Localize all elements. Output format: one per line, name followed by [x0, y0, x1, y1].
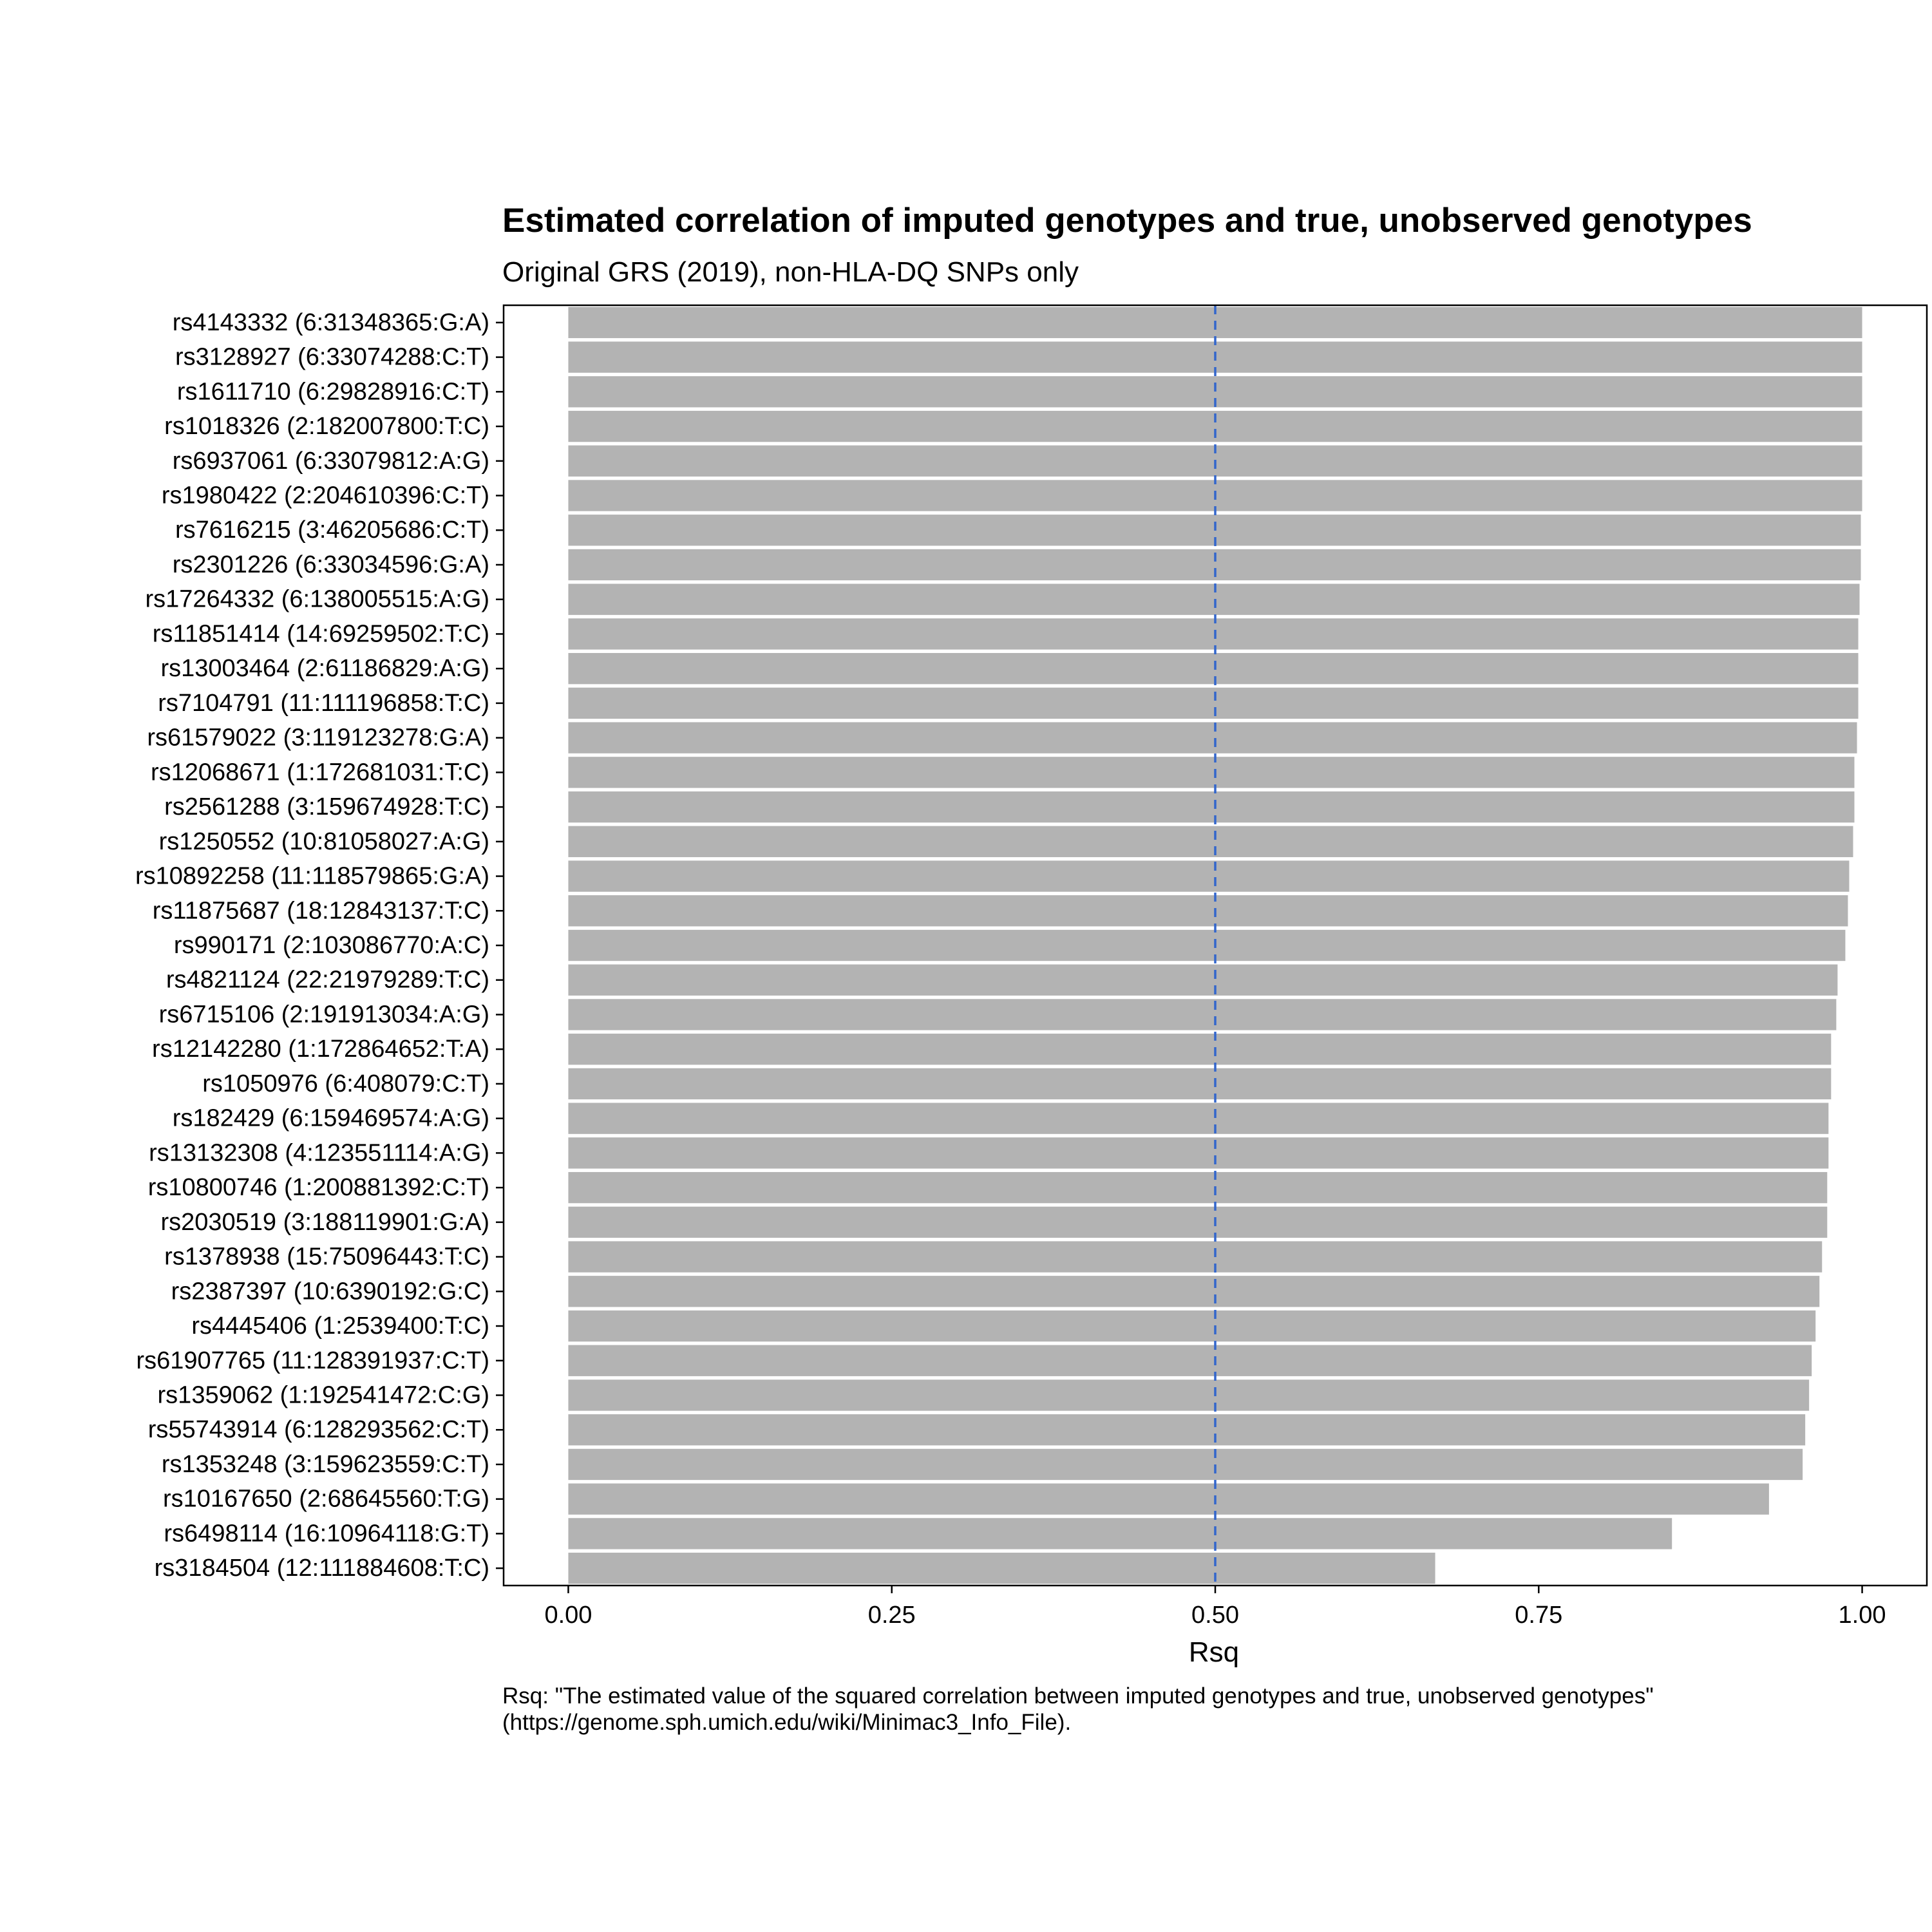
- y-tick-label: rs12142280 (1:172864652:T:A): [152, 1036, 489, 1063]
- bar: [568, 583, 1860, 615]
- bar: [568, 1345, 1812, 1376]
- y-tick-label: rs2030519 (3:188119901:G:A): [160, 1209, 489, 1236]
- y-tick-label: rs17264332 (6:138005515:A:G): [145, 586, 489, 613]
- y-tick-label: rs1611710 (6:29828916:C:T): [177, 378, 489, 405]
- y-tick-label: rs182429 (6:159469574:A:G): [173, 1105, 489, 1132]
- x-axis: 0.00 0.25 0.50 0.75 1.00: [544, 1586, 1886, 1629]
- bar: [568, 652, 1859, 685]
- y-tick-label: rs2301226 (6:33034596:G:A): [173, 551, 489, 578]
- y-tick-label: rs1378938 (15:75096443:T:C): [164, 1244, 489, 1271]
- x-axis-label: Rsq: [1189, 1636, 1239, 1668]
- bar: [568, 722, 1857, 753]
- y-tick-label: rs10892258 (11:118579865:G:A): [135, 863, 489, 890]
- x-tick-label: 1.00: [1839, 1602, 1886, 1629]
- y-tick-label: rs4143332 (6:31348365:G:A): [173, 309, 489, 336]
- caption-line-1: Rsq: "The estimated value of the squared…: [502, 1683, 1654, 1709]
- y-tick-label: rs11851414 (14:69259502:T:C): [153, 620, 489, 647]
- y-tick-label: rs61579022 (3:119123278:G:A): [147, 724, 489, 752]
- bar: [568, 999, 1837, 1030]
- x-tick-label: 0.25: [868, 1602, 916, 1629]
- bar: [568, 1414, 1806, 1446]
- y-tick-label: rs6715106 (2:191913034:A:G): [159, 1001, 489, 1028]
- y-axis: rs4143332 (6:31348365:G:A) rs3128927 (6:3…: [135, 309, 504, 1582]
- y-tick-label: rs3128927 (6:33074288:C:T): [175, 344, 489, 371]
- y-tick-label: rs1250552 (10:81058027:A:G): [159, 828, 489, 855]
- y-tick-label: rs4821124 (22:21979289:T:C): [166, 967, 489, 994]
- bar: [568, 1068, 1832, 1100]
- bar: [568, 1206, 1828, 1238]
- bar: [568, 1103, 1829, 1134]
- bar: [568, 791, 1855, 823]
- bar: [568, 618, 1859, 650]
- bar: [568, 1448, 1803, 1481]
- chart-subtitle: Original GRS (2019), non-HLA-DQ SNPs onl…: [502, 256, 1079, 288]
- bar: [568, 1171, 1828, 1204]
- bar: [568, 895, 1848, 927]
- y-tick-label: rs13132308 (4:123551114:A:G): [149, 1139, 489, 1166]
- y-tick-label: rs4445406 (1:2539400:T:C): [191, 1312, 489, 1340]
- y-tick-label: rs1018326 (2:182007800:T:C): [164, 413, 489, 440]
- bar: [568, 826, 1853, 857]
- y-tick-label: rs61907765 (11:128391937:C:T): [136, 1347, 489, 1374]
- y-tick-label: rs55743914 (6:128293562:C:T): [148, 1416, 489, 1443]
- y-tick-label: rs7616215 (3:46205686:C:T): [175, 516, 489, 544]
- y-tick-label: rs6498114 (16:10964118:G:T): [164, 1520, 489, 1547]
- y-tick-label: rs990171 (2:103086770:A:C): [174, 932, 489, 959]
- x-tick-label: 0.75: [1515, 1602, 1562, 1629]
- y-tick-label: rs7104791 (11:111196858:T:C): [158, 690, 489, 717]
- x-tick-label: 0.00: [544, 1602, 592, 1629]
- bar: [568, 1276, 1820, 1307]
- y-tick-label: rs6937061 (6:33079812:A:G): [173, 448, 489, 475]
- bar: [568, 1310, 1816, 1342]
- y-tick-label: rs2387397 (10:6390192:G:C): [171, 1278, 489, 1305]
- bar: [568, 687, 1859, 719]
- caption-line-2: (https://genome.sph.umich.edu/wiki/Minim…: [502, 1710, 1071, 1735]
- bar: [568, 1137, 1829, 1169]
- y-tick-label: rs1980422 (2:204610396:C:T): [162, 482, 489, 509]
- bar: [568, 1241, 1823, 1273]
- bar: [568, 1483, 1769, 1515]
- bar: [568, 860, 1850, 892]
- y-tick-label: rs13003464 (2:61186829:A:G): [160, 655, 489, 682]
- bar: [568, 964, 1838, 996]
- y-tick-label: rs1359062 (1:192541472:C:G): [158, 1381, 489, 1408]
- y-tick-label: rs12068671 (1:172681031:T:C): [151, 759, 489, 786]
- y-tick-label: rs11875687 (18:12843137:T:C): [153, 897, 489, 924]
- y-tick-label: rs2561288 (3:159674928:T:C): [164, 793, 489, 820]
- bar: [568, 1552, 1435, 1584]
- bar: [568, 1034, 1832, 1065]
- chart-title: Estimated correlation of imputed genotyp…: [502, 202, 1752, 240]
- bar: [568, 1379, 1810, 1411]
- bar: [568, 929, 1846, 961]
- y-tick-label: rs10167650 (2:68645560:T:G): [163, 1486, 489, 1513]
- bar: [568, 757, 1855, 788]
- bar: [568, 1518, 1672, 1549]
- y-tick-label: rs10800746 (1:200881392:C:T): [148, 1174, 489, 1201]
- y-tick-label: rs1353248 (3:159623559:C:T): [162, 1451, 489, 1478]
- y-tick-label: rs3184504 (12:111884608:T:C): [155, 1555, 489, 1582]
- y-tick-label: rs1050976 (6:408079:C:T): [202, 1070, 489, 1097]
- x-tick-label: 0.50: [1191, 1602, 1239, 1629]
